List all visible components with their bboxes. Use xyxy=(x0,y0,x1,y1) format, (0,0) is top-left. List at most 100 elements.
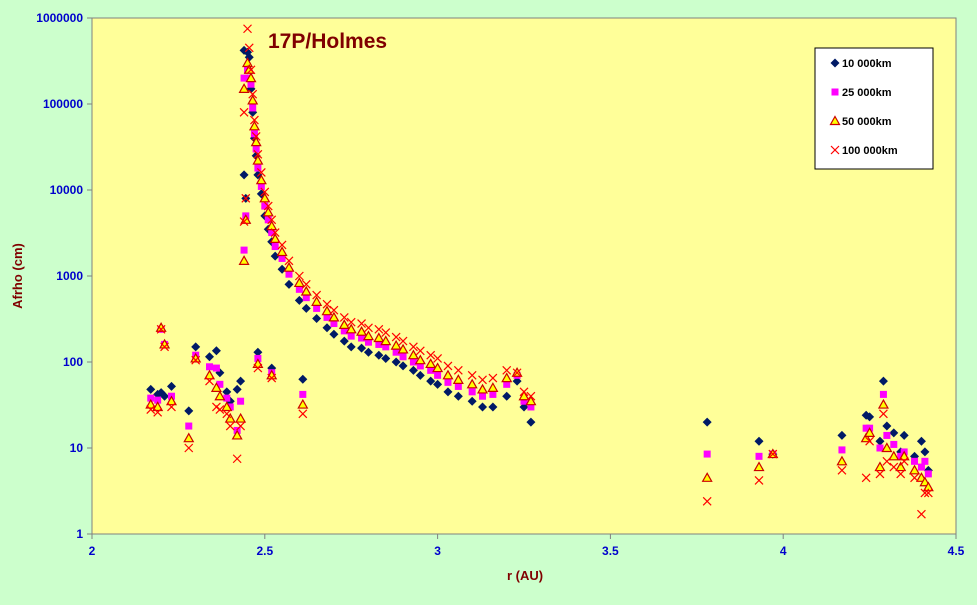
data-point xyxy=(232,454,242,464)
data-point xyxy=(264,216,272,224)
y-tick-label: 1000000 xyxy=(36,11,83,25)
data-point xyxy=(390,339,402,350)
data-point xyxy=(244,43,254,53)
y-tick-label: 10 xyxy=(70,441,84,455)
data-point xyxy=(755,452,763,460)
data-point xyxy=(254,164,262,172)
data-point xyxy=(153,407,163,417)
data-point xyxy=(206,363,214,371)
data-point xyxy=(145,398,157,409)
data-point xyxy=(256,168,266,177)
data-point xyxy=(216,380,224,388)
data-point xyxy=(488,402,498,412)
data-point xyxy=(330,320,338,328)
data-point xyxy=(231,429,243,440)
data-point xyxy=(285,270,293,278)
data-point xyxy=(468,388,476,396)
data-point xyxy=(426,350,436,360)
data-point xyxy=(222,409,232,419)
data-point xyxy=(298,374,308,384)
data-point xyxy=(249,104,257,112)
x-tick-label: 4.5 xyxy=(948,544,965,558)
data-point xyxy=(896,469,906,479)
data-point xyxy=(408,342,418,352)
data-point xyxy=(501,372,513,383)
x-tick-label: 3.5 xyxy=(602,544,619,558)
data-point xyxy=(374,324,384,334)
data-point xyxy=(924,470,932,478)
data-point xyxy=(191,342,201,352)
data-point xyxy=(407,349,419,360)
data-point xyxy=(434,371,442,379)
y-tick-label: 100 xyxy=(63,355,83,369)
data-point xyxy=(340,327,348,335)
data-point xyxy=(226,403,234,411)
data-point xyxy=(399,353,407,361)
data-point xyxy=(753,461,765,472)
data-point xyxy=(864,427,876,437)
data-point xyxy=(443,387,453,397)
data-point xyxy=(882,456,892,466)
data-point xyxy=(253,363,263,373)
data-point xyxy=(442,369,454,380)
data-point xyxy=(875,436,885,446)
data-point xyxy=(299,390,307,398)
data-point xyxy=(374,350,384,360)
data-point xyxy=(329,305,339,315)
data-point xyxy=(897,452,905,460)
data-point xyxy=(358,334,366,342)
x-tick-label: 4 xyxy=(780,544,787,558)
data-point xyxy=(238,83,250,93)
data-point xyxy=(889,462,899,472)
y-axis-title: Afrho (cm) xyxy=(10,243,25,309)
data-point xyxy=(426,376,436,386)
data-point xyxy=(253,347,263,357)
data-point xyxy=(888,450,900,461)
data-point xyxy=(487,382,499,392)
data-point xyxy=(312,314,322,324)
data-point xyxy=(329,329,339,339)
data-point xyxy=(701,472,713,482)
data-point xyxy=(223,394,231,402)
data-point xyxy=(836,455,848,466)
data-point xyxy=(347,332,355,340)
data-point xyxy=(221,401,233,412)
data-point xyxy=(311,296,323,306)
data-point xyxy=(328,311,340,322)
data-point xyxy=(183,432,195,443)
data-point xyxy=(257,182,265,190)
x-tick-label: 2.5 xyxy=(256,544,273,558)
legend-label: 100 000km xyxy=(842,145,898,157)
data-point xyxy=(425,358,437,369)
data-point xyxy=(250,115,259,125)
series-x xyxy=(146,24,933,519)
data-point xyxy=(526,417,536,427)
data-point xyxy=(479,392,487,400)
data-point xyxy=(861,473,871,483)
data-point xyxy=(269,233,281,244)
data-point xyxy=(235,412,247,423)
data-point xyxy=(261,202,269,210)
data-point xyxy=(702,417,712,427)
data-point xyxy=(883,431,891,439)
data-point xyxy=(703,450,711,458)
data-point xyxy=(154,396,162,404)
data-point xyxy=(877,398,889,409)
data-point xyxy=(380,335,392,346)
data-point xyxy=(923,488,933,498)
legend-marker xyxy=(831,88,839,96)
y-tick-label: 100000 xyxy=(43,97,83,111)
data-point xyxy=(239,217,249,226)
data-point xyxy=(243,24,252,34)
data-point xyxy=(909,464,921,475)
legend-label: 25 000km xyxy=(842,87,892,99)
data-point xyxy=(398,336,408,346)
data-point xyxy=(156,324,166,334)
data-point xyxy=(294,271,304,281)
data-point xyxy=(240,74,248,82)
data-point xyxy=(160,391,170,401)
data-point xyxy=(236,376,246,386)
data-point xyxy=(408,365,418,375)
data-point xyxy=(453,391,463,401)
data-point xyxy=(240,246,248,254)
